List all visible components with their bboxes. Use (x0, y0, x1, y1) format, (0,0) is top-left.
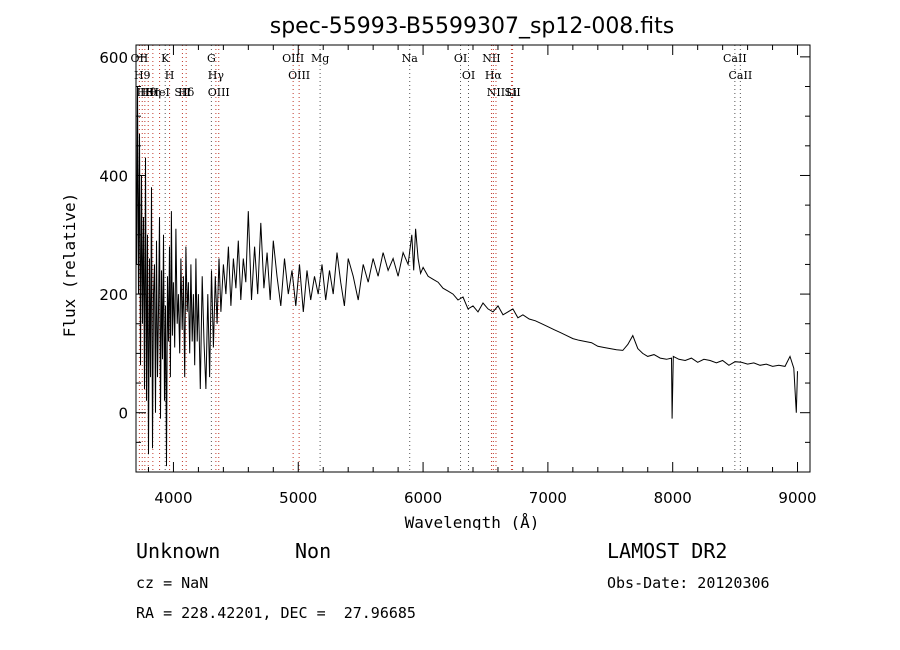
x-axis-label: Wavelength (Å) (405, 513, 540, 530)
line-label: Hγ (208, 69, 225, 82)
line-label: SII (504, 86, 520, 99)
redshift-label: cz = NaN (136, 574, 209, 592)
line-markers (138, 45, 741, 472)
line-label: OI (462, 69, 475, 82)
line-label: OIII (208, 86, 230, 99)
line-label: G (207, 52, 216, 65)
y-tick-label: 200 (99, 286, 128, 304)
line-label: CaII (723, 52, 747, 65)
x-tick-label: 9000 (778, 489, 816, 507)
obs-date-label: Obs-Date: 20120306 (607, 574, 770, 592)
line-label: K (161, 52, 170, 65)
class-label: Unknown (136, 539, 221, 563)
spectrum-chart: spec-55993-B5599307_sp12-008.fits OII H9 H… (60, 14, 817, 530)
line-label: Hθ (140, 86, 157, 99)
x-tick-label: 4000 (154, 489, 192, 507)
x-tick-label: 5000 (279, 489, 317, 507)
line-label: OI (454, 52, 467, 65)
line-label: NII (487, 86, 505, 99)
spectrum-line (136, 86, 798, 467)
line-label: H9 (134, 69, 151, 82)
x-axis: 4000 5000 6000 7000 8000 9000 (147, 45, 817, 507)
x-tick-label: 6000 (404, 489, 442, 507)
line-label: OIII (288, 69, 310, 82)
y-axis-label: Flux (relative) (60, 193, 79, 338)
survey-label: LAMOST DR2 (607, 539, 728, 563)
line-label: OII (131, 52, 149, 65)
x-tick-label: 8000 (654, 489, 692, 507)
line-label: Na (402, 52, 419, 65)
line-label: Li (506, 86, 517, 99)
line-label: OIII (282, 52, 304, 65)
line-label: Hα (485, 69, 503, 82)
x-tick-label: 7000 (529, 489, 567, 507)
chart-title: spec-55993-B5599307_sp12-008.fits (270, 14, 675, 39)
line-label: HeI (149, 86, 169, 99)
y-tick-label: 600 (99, 49, 128, 67)
subclass-label: Non (295, 539, 332, 563)
line-label: H (165, 69, 175, 82)
line-label: Hη (145, 86, 161, 99)
coordinates-label: RA = 228.42201, DEC = 27.96685 (136, 604, 416, 622)
line-label: SII (174, 86, 190, 99)
line-label: CaII (729, 69, 753, 82)
line-label: H8 (137, 86, 154, 99)
line-label: Hδ (178, 86, 195, 99)
line-label: NII (482, 52, 500, 65)
y-axis: 0 200 400 600 (99, 49, 810, 443)
line-label: Mg (311, 52, 329, 65)
y-tick-label: 400 (99, 167, 128, 185)
y-tick-label: 0 (118, 405, 128, 423)
